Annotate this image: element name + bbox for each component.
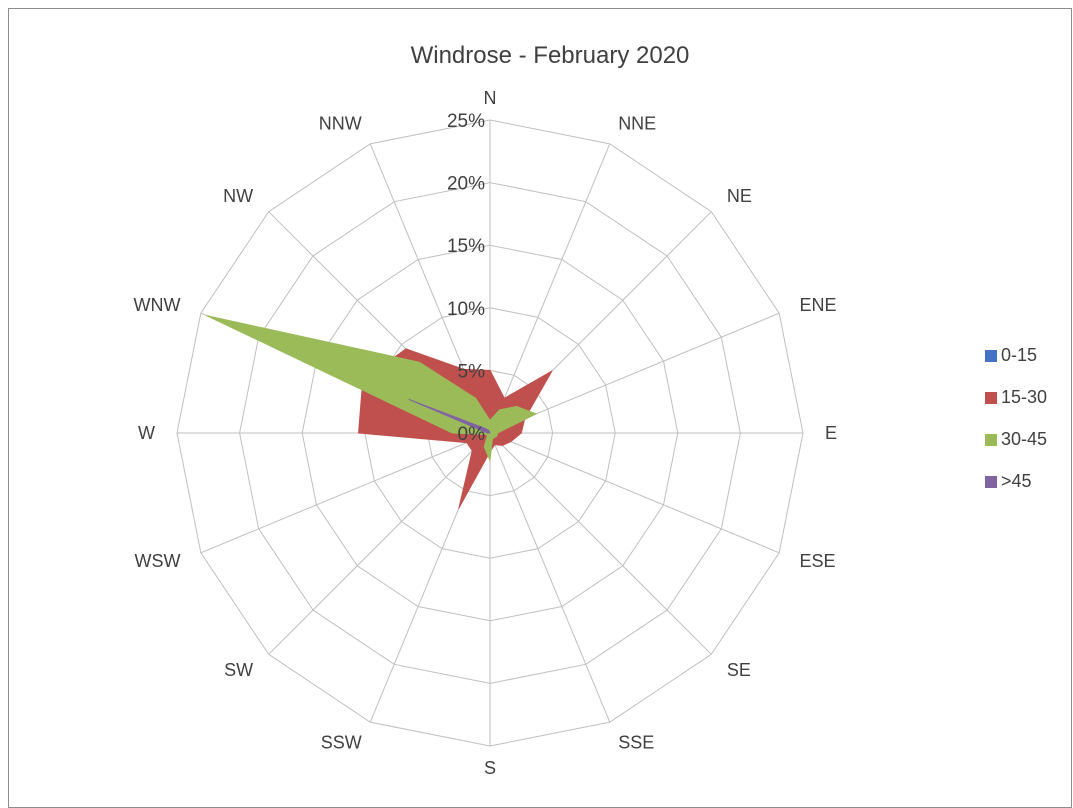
direction-label-w: W [138,423,155,443]
direction-label-ene: ENE [799,295,836,315]
legend-swatch-2 [985,434,997,446]
legend-label-0: 0-15 [1001,345,1037,365]
radial-tick-label: 5% [458,361,486,382]
chart-frame: N NNE NE ENE E ESE SE SSE S SSW SW WSW W WNW NW NNW 0% 5… [8,8,1072,808]
grid-spoke [200,432,491,554]
grid-spoke [489,432,611,723]
direction-label-ne: NE [727,186,752,206]
direction-label-n: N [484,88,497,108]
legend-label-3: >45 [1001,471,1032,491]
grid-spoke [489,432,712,655]
direction-label-sse: SSE [618,732,654,752]
legend: 0-15 15-30 30-45 >45 [985,345,1047,491]
radial-tick-label: 25% [447,111,485,132]
direction-label-s: S [484,758,496,778]
legend-swatch-3 [985,476,997,488]
direction-label-sw: SW [224,660,253,680]
direction-label-ese: ESE [799,551,835,571]
windrose-chart: N NNE NE ENE E ESE SE SSE S SSW SW WSW W WNW NW NNW 0% 5… [134,42,1048,778]
direction-label-nne: NNE [618,114,656,134]
direction-label-nw: NW [223,186,253,206]
radial-tick-label: 20% [447,174,485,195]
direction-label-e: E [825,423,837,443]
grid-spoke [268,432,491,655]
direction-labels: N NNE NE ENE E ESE SE SSE S SSW SW WSW W WNW NW NNW [134,88,837,778]
grid-spoke [489,143,611,434]
radial-tick-label: 10% [447,299,485,320]
series-area-3 [408,398,491,434]
direction-label-se: SE [727,660,751,680]
grid-spoke [489,432,780,554]
grid-spoke [489,312,780,434]
direction-label-ssw: SSW [321,732,362,752]
radial-tick-labels: 0% 5% 10% 15% 20% 25% [447,111,485,445]
series-areas [206,315,553,509]
direction-label-wsw: WSW [135,551,181,571]
chart-title: Windrose - February 2020 [411,42,690,69]
legend-label-2: 30-45 [1001,429,1047,449]
radial-tick-label: 0% [458,424,486,445]
direction-label-nnw: NNW [319,114,362,134]
legend-swatch-0 [985,350,997,362]
direction-label-wnw: WNW [134,295,181,315]
series-area-2 [206,315,537,462]
legend-swatch-1 [985,392,997,404]
radial-tick-label: 15% [447,236,485,257]
legend-label-1: 15-30 [1001,387,1047,407]
